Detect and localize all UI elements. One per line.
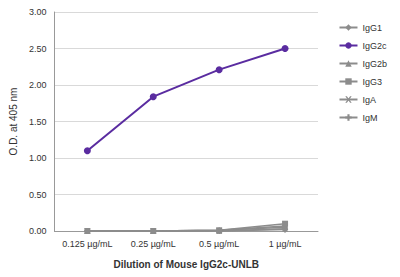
svg-text:0.125 µg/mL: 0.125 µg/mL (62, 239, 112, 249)
svg-text:Dilution of Mouse IgG2c-UNLB: Dilution of Mouse IgG2c-UNLB (113, 259, 259, 270)
svg-text:IgM: IgM (362, 113, 377, 123)
svg-text:0.5 µg/mL: 0.5 µg/mL (199, 239, 239, 249)
svg-text:0.00: 0.00 (29, 226, 47, 236)
svg-text:2.50: 2.50 (29, 44, 47, 54)
svg-text:0.50: 0.50 (29, 190, 47, 200)
svg-text:3.00: 3.00 (29, 7, 47, 17)
svg-text:0.25 µg/mL: 0.25 µg/mL (131, 239, 176, 249)
svg-text:1 µg/mL: 1 µg/mL (269, 239, 302, 249)
svg-text:IgG3: IgG3 (362, 77, 382, 87)
svg-text:IgG2c: IgG2c (362, 41, 387, 51)
svg-text:IgG1: IgG1 (362, 23, 382, 33)
svg-text:1.00: 1.00 (29, 153, 47, 163)
svg-text:IgA: IgA (362, 95, 376, 105)
svg-text:IgG2b: IgG2b (362, 59, 387, 69)
svg-text:1.50: 1.50 (29, 117, 47, 127)
svg-text:2.00: 2.00 (29, 80, 47, 90)
svg-text:O.D. at 405 nm: O.D. at 405 nm (8, 88, 19, 156)
